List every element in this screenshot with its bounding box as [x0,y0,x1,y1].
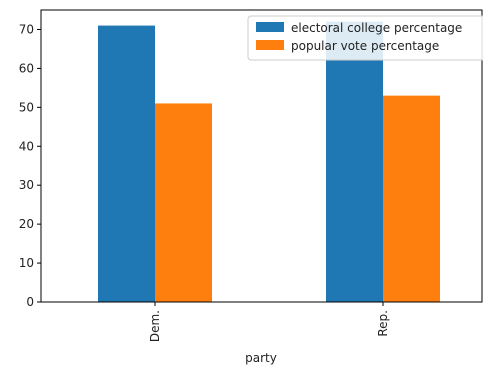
y-axis: 0 10 20 30 40 50 60 70 [19,22,41,309]
legend-label: electoral college percentage [291,21,462,35]
legend-swatch [256,40,284,50]
y-tick-label: 50 [19,100,34,114]
x-axis: Dem. Rep. [148,302,390,342]
bar-dem-series-0 [98,25,155,302]
legend: electoral college percentage popular vote… [247,15,483,61]
y-tick-label: 40 [19,139,34,153]
y-tick-label: 30 [19,178,34,192]
y-tick-label: 20 [19,217,34,231]
legend-label: popular vote percentage [291,39,439,53]
x-axis-title: party [245,351,277,365]
legend-swatch [256,22,284,32]
bars-layer [98,21,440,303]
x-tick-label: Rep. [376,310,390,337]
bar-dem-series-1 [155,103,212,302]
bar-rep-series-1 [383,95,440,302]
y-tick-label: 10 [19,256,34,270]
y-tick-label: 60 [19,61,34,75]
x-tick-label: Dem. [148,310,162,342]
axes-layer [40,9,483,303]
y-tick-label: 0 [26,295,34,309]
y-tick-label: 70 [19,22,34,36]
plot-frame [40,9,483,303]
bar-rep-series-0 [326,21,383,303]
legend-box [247,15,483,61]
